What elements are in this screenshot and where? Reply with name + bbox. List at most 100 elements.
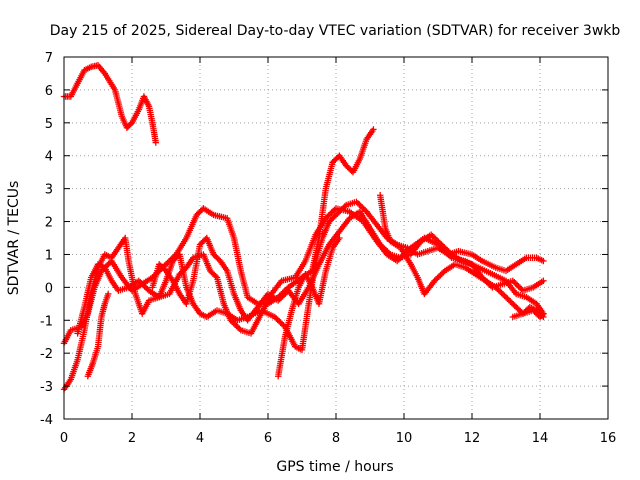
axis-ticks [63, 56, 609, 420]
data-point [230, 319, 237, 327]
data-point [271, 313, 278, 321]
grid [64, 57, 608, 419]
data-point [280, 291, 288, 299]
data-marks [60, 62, 547, 393]
data-point [276, 295, 283, 303]
data-point [322, 215, 329, 222]
data-point [105, 260, 112, 268]
y-tick-label: 0 [45, 281, 53, 296]
data-point [434, 274, 441, 282]
data-point [538, 312, 546, 319]
y-tick-label: 2 [45, 216, 53, 231]
data-point [513, 281, 521, 289]
y-tick-label: 3 [45, 183, 53, 198]
data-point [496, 288, 504, 295]
data-point [273, 315, 280, 322]
data-point [504, 295, 511, 302]
data-point [444, 247, 451, 254]
data-point [435, 273, 443, 280]
data-point [429, 232, 436, 240]
data-point [356, 201, 363, 208]
data-point [384, 248, 391, 255]
x-tick-label: 10 [396, 431, 413, 446]
data-point [433, 237, 441, 244]
data-point [162, 261, 170, 268]
data-point [428, 231, 435, 238]
x-tick-label: 8 [332, 431, 340, 446]
x-tick-label: 14 [532, 431, 549, 446]
data-point [233, 322, 240, 330]
data-point [382, 247, 390, 254]
data-point [510, 301, 517, 308]
data-point [236, 325, 243, 332]
data-point [280, 322, 287, 329]
x-tick-label: 6 [264, 431, 272, 446]
data-point [138, 280, 145, 287]
y-tick-label: 5 [45, 117, 53, 132]
data-point [540, 313, 547, 321]
y-tick-label: -3 [40, 380, 53, 395]
y-tick-label: 6 [45, 84, 53, 99]
data-point [142, 284, 150, 292]
data-point [353, 198, 360, 205]
data-point [438, 270, 446, 277]
data-point [377, 241, 384, 248]
y-axis-label: SDTVAR / TECUs [6, 181, 22, 296]
data-point [430, 234, 438, 241]
data-point [495, 286, 502, 294]
data-point [436, 239, 444, 247]
x-axis-label: GPS time / hours [276, 459, 393, 475]
data-point [515, 283, 522, 290]
data-point [328, 209, 335, 216]
data-point [445, 248, 452, 255]
data-point [227, 317, 234, 324]
data-point [277, 319, 284, 326]
data-point [518, 286, 525, 293]
data-point [231, 321, 239, 328]
x-tick-label: 16 [600, 431, 617, 446]
data-point [279, 293, 286, 300]
x-tick-labels: 0 2 4 6 8 10 12 14 16 [60, 431, 616, 446]
y-tick-label: 7 [45, 51, 53, 66]
data-point [325, 212, 332, 219]
data-point [516, 284, 524, 292]
data-point [494, 285, 501, 292]
data-point [324, 213, 331, 221]
data-point [435, 238, 442, 245]
series-track-7 [275, 234, 343, 380]
data-point [359, 204, 366, 211]
data-point [492, 284, 499, 291]
data-point [540, 257, 547, 265]
y-tick-label: 4 [45, 150, 53, 165]
data-point [278, 320, 286, 328]
data-point [437, 271, 444, 279]
data-point [432, 235, 439, 243]
y-tick-label: -1 [40, 314, 53, 329]
series-track-1 [60, 62, 159, 146]
data-point [105, 290, 112, 298]
data-point [509, 277, 516, 284]
data-point [139, 281, 147, 289]
data-point [508, 299, 516, 307]
x-tick-label: 4 [196, 431, 204, 446]
data-point [282, 290, 289, 297]
x-tick-label: 0 [60, 431, 68, 446]
data-point [438, 241, 445, 248]
data-point [502, 294, 510, 301]
data-point [354, 200, 362, 207]
data-point [152, 139, 159, 146]
data-point [432, 276, 440, 283]
data-point [331, 206, 338, 213]
data-point [357, 202, 364, 210]
data-point [439, 242, 447, 250]
data-point [501, 292, 508, 300]
data-point [277, 294, 285, 301]
data-point [378, 242, 385, 250]
data-point [275, 297, 282, 304]
data-point [329, 208, 337, 215]
data-point [499, 291, 507, 298]
data-point [212, 272, 219, 280]
data-point [326, 210, 334, 218]
data-point [137, 278, 144, 286]
data-point [234, 324, 242, 331]
